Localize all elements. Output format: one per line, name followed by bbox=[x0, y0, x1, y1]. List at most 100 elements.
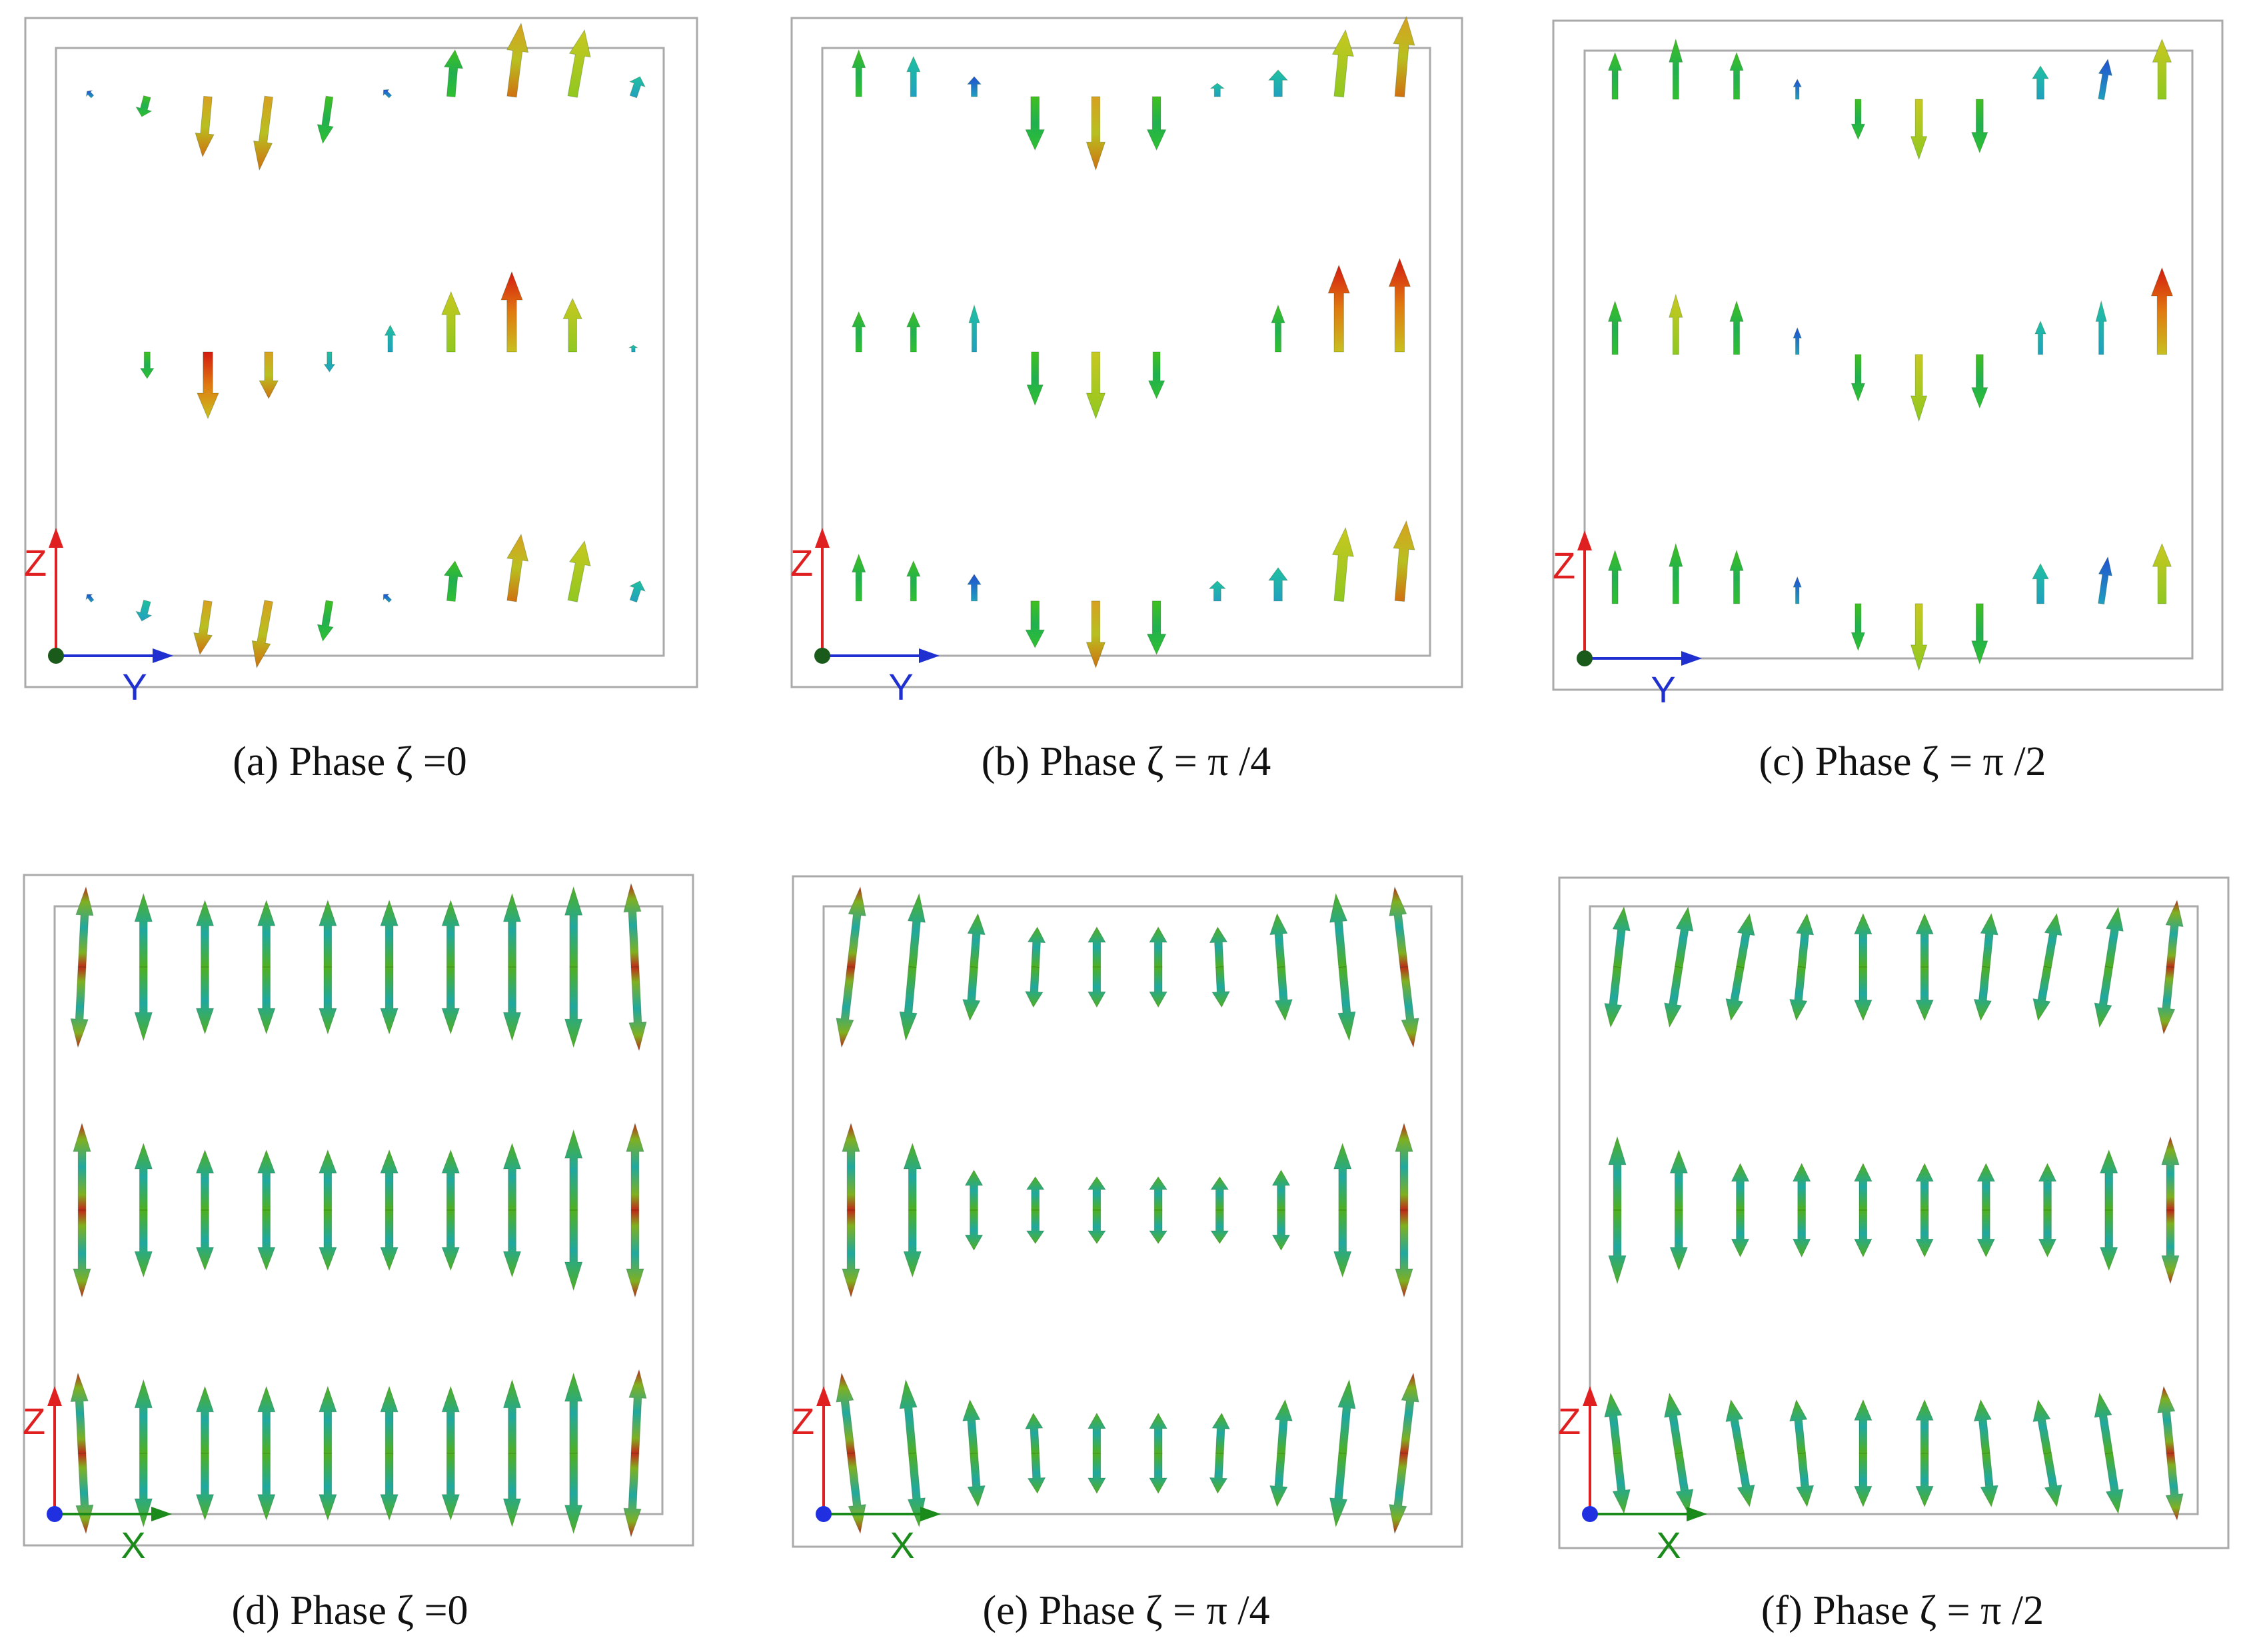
panel-d-vector-r0c1-down bbox=[134, 966, 153, 1042]
caption-d: (d) Phase ζ =0 bbox=[231, 1588, 468, 1633]
panel-e-vector-r1c6-down bbox=[1210, 1210, 1229, 1244]
panel-d-vector-r2c2-down bbox=[195, 1453, 215, 1521]
panel-d-vector-r0c6-up bbox=[441, 899, 460, 968]
panel-c-vector-22 bbox=[1729, 549, 1744, 604]
panel-f-vector-r2c1-down bbox=[1674, 1452, 1694, 1515]
panel-c-vector-14 bbox=[1851, 354, 1866, 403]
panel-e-vector-r2c2-up bbox=[962, 1399, 981, 1454]
panel-a-vector-13 bbox=[323, 351, 336, 373]
panel-b-outer-frame bbox=[790, 17, 1463, 688]
panel-e-vector-r2c8-up bbox=[1337, 1379, 1356, 1454]
panel-e-vector-r1c1-down bbox=[903, 1210, 922, 1278]
panel-f-vector-r2c0-down bbox=[1612, 1452, 1631, 1515]
panel-e: ZX bbox=[792, 875, 1463, 1566]
panel-c-h-axis-label: Y bbox=[1651, 668, 1675, 710]
panel-c-vector-21 bbox=[1669, 542, 1683, 604]
panel-a-vector-23 bbox=[317, 600, 334, 642]
panel-e-vector-r0c9-down bbox=[1399, 966, 1419, 1048]
panel-d-vector-r1c2-up bbox=[195, 1149, 215, 1211]
panel-f-vector-r1c9-down bbox=[2161, 1210, 2180, 1285]
panel-b-vector-12 bbox=[968, 304, 980, 353]
panel-e-vector-r2c4-up bbox=[1088, 1412, 1106, 1454]
panel-f-vector-r0c2-up bbox=[1736, 912, 1755, 968]
panel-d-vector-r2c3-down bbox=[257, 1453, 276, 1521]
panel-c-vector-8 bbox=[2098, 58, 2112, 101]
panel-f-vector-r2c9-down bbox=[2165, 1452, 2184, 1521]
panel-d-vector-r1c4-up bbox=[319, 1149, 337, 1211]
panel-e-vector-r0c7-down bbox=[1274, 966, 1293, 1022]
panel-d-vector-r1c8-down bbox=[564, 1210, 583, 1291]
panel-d-inner-frame bbox=[53, 905, 664, 1515]
panel-e-vector-r2c5-up bbox=[1149, 1412, 1167, 1454]
panel-f-vector-r1c8-up bbox=[2099, 1149, 2118, 1211]
panel-a-z-axis-arrowhead bbox=[49, 528, 63, 548]
panel-e-vector-r1c7-up bbox=[1271, 1169, 1291, 1211]
panel-d-vector-r0c4-down bbox=[319, 966, 337, 1035]
panel-f-vector-r0c4-up bbox=[1854, 912, 1872, 968]
panel-b-vector-18 bbox=[1388, 257, 1411, 353]
panel-f-vector-r2c4-down bbox=[1854, 1453, 1872, 1508]
panel-d-vector-r0c3-down bbox=[257, 966, 276, 1035]
panel-b-z-axis-arrowhead bbox=[815, 528, 830, 548]
panel-e-vector-r1c5-up bbox=[1149, 1176, 1168, 1211]
panel-b-vector-25 bbox=[1208, 580, 1227, 602]
panel-e-vector-r1c7-down bbox=[1271, 1210, 1291, 1251]
panel-b-inner-frame bbox=[821, 47, 1431, 657]
panel-f-z-axis-label: Z bbox=[1558, 1400, 1581, 1442]
panel-f-vector-r1c1-down bbox=[1669, 1210, 1689, 1271]
panel-a-vector-8 bbox=[567, 29, 591, 98]
panel-d-vector-r1c0-down bbox=[73, 1210, 91, 1298]
panel-b-vector-4 bbox=[1086, 96, 1106, 171]
panel-b-vector-13 bbox=[1026, 351, 1044, 407]
panel-c-vector-29 bbox=[2152, 542, 2172, 604]
panel-f-h-axis-label: X bbox=[1656, 1524, 1681, 1566]
panel-f-vector-r0c3-down bbox=[1789, 966, 1808, 1022]
panel-f-vector-r2c8-up bbox=[2094, 1392, 2114, 1455]
panel-a-vector-16 bbox=[500, 271, 523, 353]
panel-e-h-axis-arrowhead bbox=[920, 1507, 941, 1521]
panel-e-vector-r1c0-up bbox=[842, 1122, 860, 1211]
panel-d-vector-r1c9-down bbox=[626, 1210, 644, 1298]
panel-e-vector-r0c6-down bbox=[1211, 966, 1231, 1008]
panel-f-vector-r2c6-up bbox=[1973, 1399, 1992, 1454]
panel-c-vector-28 bbox=[2098, 556, 2112, 605]
panel-b-vector-9 bbox=[1393, 15, 1415, 98]
panel-f-vector-r0c4-down bbox=[1854, 966, 1872, 1022]
panel-d-origin-dot bbox=[47, 1506, 63, 1522]
panel-b-origin-dot bbox=[814, 648, 830, 664]
panel-d-vector-r1c9-up bbox=[626, 1122, 644, 1211]
panel-f-vector-r1c7-up bbox=[2038, 1162, 2057, 1211]
panel-f-vector-r0c5-up bbox=[1915, 912, 1934, 968]
panel-f-z-axis-arrowhead bbox=[1583, 1386, 1597, 1406]
panel-c-z-axis-label: Z bbox=[1553, 544, 1575, 586]
panel-f-vector-r1c2-up bbox=[1731, 1162, 1750, 1211]
panel-f-vector-r0c5-down bbox=[1915, 966, 1934, 1022]
panel-d-vector-r2c9-down bbox=[623, 1452, 642, 1538]
panel-f-vector-r1c4-up bbox=[1854, 1162, 1872, 1211]
panel-e-vector-r1c1-up bbox=[903, 1142, 922, 1211]
panel-c-vector-27 bbox=[2032, 562, 2049, 604]
panel-e-vector-r0c5-up bbox=[1149, 926, 1167, 968]
panel-d-vector-r0c7-up bbox=[502, 892, 522, 968]
panel-e-z-axis-arrowhead bbox=[816, 1386, 831, 1406]
panel-d-h-axis-label: X bbox=[121, 1524, 145, 1566]
panel-e-vector-r0c4-up bbox=[1088, 926, 1106, 968]
panel-e-vector-r0c1-down bbox=[899, 966, 918, 1042]
panel-d-vector-r1c8-up bbox=[564, 1129, 583, 1211]
panel-d-vector-r2c7-down bbox=[502, 1453, 522, 1528]
panel-f-vector-r2c5-up bbox=[1915, 1399, 1934, 1454]
panel-e-vector-r1c9-up bbox=[1395, 1122, 1413, 1211]
panel-a-vector-10 bbox=[139, 351, 155, 379]
panel-e-vector-r1c3-up bbox=[1026, 1176, 1045, 1211]
panel-c-vector-15 bbox=[1910, 354, 1928, 422]
panel-e-vector-r0c0-up bbox=[846, 886, 866, 968]
panel-e-vector-r2c7-up bbox=[1274, 1399, 1293, 1454]
panel-d-vector-r0c1-up bbox=[134, 892, 153, 968]
panel-f-vector-r0c1-up bbox=[1674, 906, 1694, 968]
panel-b-vector-2 bbox=[966, 76, 982, 97]
panel-b-h-axis-arrowhead bbox=[919, 648, 940, 663]
panel-e-vector-r2c6-up bbox=[1211, 1412, 1231, 1454]
panel-f-vector-r0c8-up bbox=[2104, 906, 2124, 968]
panel-c-vector-12 bbox=[1729, 300, 1744, 355]
